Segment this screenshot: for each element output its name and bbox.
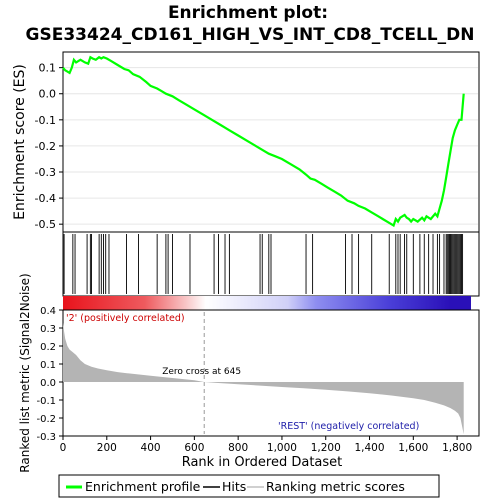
metric-y-ticks: 0.4 0.3 0.2 0.1 0.0 -0.1 -0.2 -0.3 (36, 306, 63, 443)
es-gridlines (64, 67, 478, 225)
positive-correlation-label: '2' (positively correlated) (66, 313, 185, 324)
x-tick-label: 1,600 (398, 442, 428, 454)
x-tick-label: 400 (141, 442, 161, 454)
es-ytick-label: -0.2 (35, 140, 56, 153)
es-ylabel: Enrichment score (ES) (12, 64, 28, 220)
x-axis-ticks: 0 200 400 600 800 1,000 1,200 1,400 1,600 1,800 (60, 436, 472, 454)
legend-label-ranking-metric: Ranking metric scores (266, 479, 405, 494)
metric-ytick-label: 0.3 (40, 324, 56, 335)
legend-label-enrichment-profile: Enrichment profile (85, 479, 201, 494)
metric-ylabel: Ranked list metric (Signal2Noise) (18, 273, 32, 472)
es-ytick-label: -0.3 (35, 166, 56, 179)
x-axis-label: Rank in Ordered Dataset (182, 455, 343, 470)
chart-title-line2: GSE33424_CD161_HIGH_VS_INT_CD8_TCELL_DN (26, 25, 475, 45)
legend-box (58, 474, 440, 498)
es-y-ticks: 0.1 0.0 -0.1 -0.2 -0.3 -0.4 -0.5 (35, 62, 63, 231)
x-tick-label: 1,400 (354, 442, 384, 454)
metric-panel-frame (62, 309, 480, 437)
metric-ytick-label: -0.1 (36, 396, 56, 407)
enrichment-profile-line (62, 55, 465, 228)
x-tick-label: 0 (60, 442, 67, 454)
legend: Enrichment profile Hits Ranking metric s… (58, 474, 440, 498)
x-tick-label: 1,000 (267, 442, 297, 454)
metric-ytick-label: 0.4 (40, 306, 56, 317)
es-ytick-label: 0.1 (39, 62, 57, 75)
metric-ytick-label: 0.2 (40, 342, 56, 353)
legend-label-hits: Hits (222, 479, 246, 494)
metric-ytick-label: -0.2 (36, 414, 56, 425)
negative-correlation-label: 'REST' (negatively correlated) (278, 421, 419, 432)
x-tick-label: 800 (228, 442, 248, 454)
x-tick-label: 200 (97, 442, 117, 454)
metric-ytick-label: -0.3 (36, 432, 56, 443)
es-ytick-label: -0.5 (35, 218, 56, 231)
chart-title-line1: Enrichment plot: (168, 3, 328, 23)
es-ytick-label: -0.4 (35, 192, 56, 205)
es-ytick-label: 0.0 (39, 88, 57, 101)
x-tick-label: 1,800 (442, 442, 472, 454)
x-tick-label: 1,200 (311, 442, 341, 454)
es-ytick-label: -0.1 (35, 114, 56, 127)
hits-group (63, 234, 464, 294)
rank-color-bar (63, 296, 471, 310)
metric-ytick-label: 0.1 (40, 360, 56, 371)
zero-cross-label: Zero cross at 645 (162, 367, 241, 377)
x-tick-label: 600 (184, 442, 204, 454)
metric-ytick-label: 0.0 (40, 378, 56, 389)
ranking-metric-area (63, 322, 464, 435)
